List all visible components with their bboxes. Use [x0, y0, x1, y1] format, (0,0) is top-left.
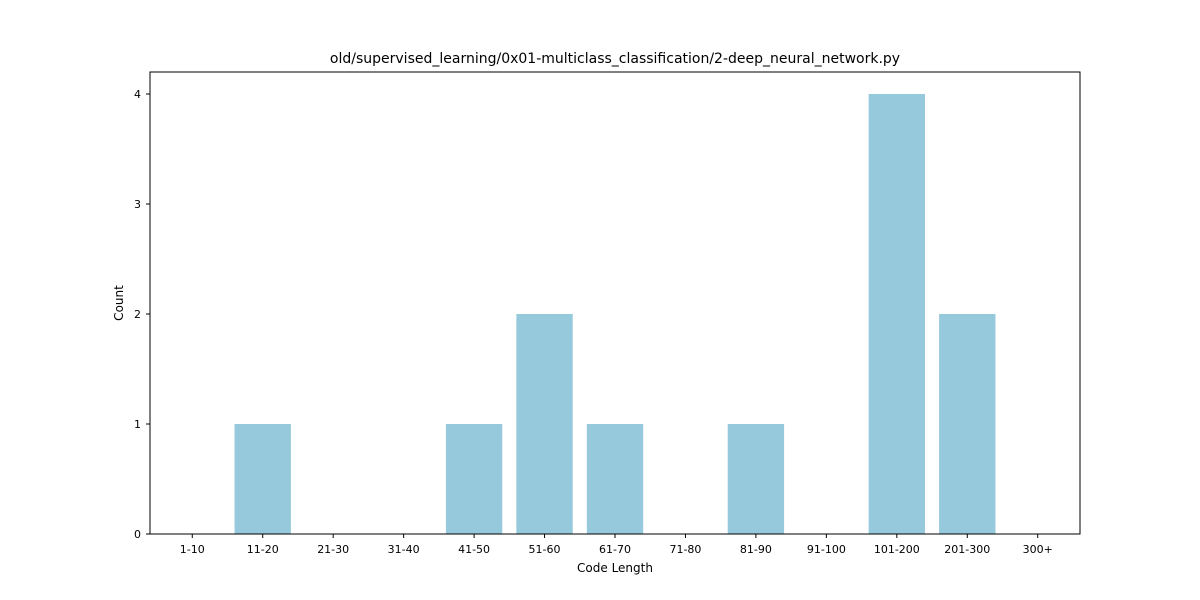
x-tick-label: 91-100: [807, 543, 846, 556]
x-tick-label: 51-60: [529, 543, 561, 556]
bar-51-60: [516, 314, 573, 534]
x-tick-label: 1-10: [180, 543, 205, 556]
x-tick-label: 31-40: [388, 543, 420, 556]
y-tick-label: 1: [134, 418, 141, 431]
y-tick-label: 2: [134, 308, 141, 321]
x-tick-label: 11-20: [247, 543, 279, 556]
y-axis-label: Count: [112, 285, 126, 321]
y-axis-ticks: 0 1 2 3 4: [134, 88, 150, 541]
x-tick-label: 41-50: [458, 543, 490, 556]
y-tick-label: 3: [134, 198, 141, 211]
bar-61-70: [586, 424, 644, 534]
bar-101-200: [868, 94, 925, 534]
x-tick-label: 201-300: [944, 543, 990, 556]
bar-81-90: [727, 424, 785, 534]
bars-group: [234, 94, 996, 534]
x-tick-label: 61-70: [599, 543, 631, 556]
x-tick-label: 21-30: [317, 543, 349, 556]
x-axis-ticks: 1-10 11-20 21-30 31-40 41-50 51-60 61-70 71-80 8…: [180, 534, 1053, 556]
chart-title: old/supervised_learning/0x01-multiclass_…: [330, 51, 900, 67]
x-axis-label: Code Length: [577, 561, 653, 575]
bar-201-300: [939, 314, 996, 534]
y-tick-label: 4: [134, 88, 141, 101]
x-tick-label: 71-80: [669, 543, 701, 556]
x-tick-label: 81-90: [740, 543, 772, 556]
x-tick-label: 300+: [1023, 543, 1053, 556]
y-tick-label: 0: [134, 528, 141, 541]
bar-41-50: [445, 424, 503, 534]
bar-11-20: [234, 424, 291, 534]
x-tick-label: 101-200: [874, 543, 920, 556]
